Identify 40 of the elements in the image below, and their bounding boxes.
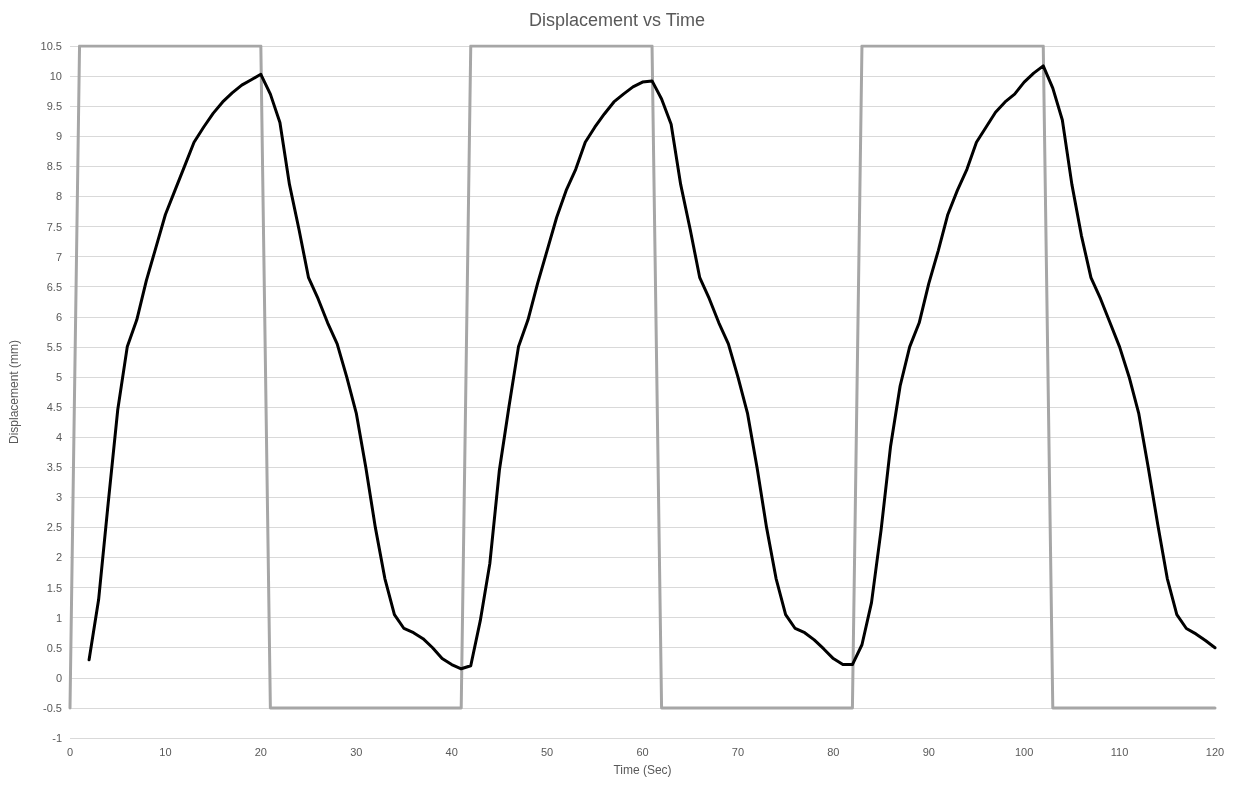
x-tick-label: 80 bbox=[827, 745, 840, 758]
y-tick-label: 6 bbox=[55, 310, 62, 323]
y-tick-label: 8.5 bbox=[46, 160, 62, 173]
chart-title: Displacement vs Time bbox=[528, 10, 706, 30]
x-tick-label: 70 bbox=[731, 745, 745, 758]
y-tick-label: 2.5 bbox=[46, 521, 62, 534]
x-tick-label: 100 bbox=[1014, 745, 1034, 758]
y-tick-label: 10.5 bbox=[40, 40, 62, 52]
y-tick-label: 4.5 bbox=[46, 401, 62, 414]
y-tick-label: 6.5 bbox=[46, 280, 62, 293]
x-tick-label: 120 bbox=[1205, 745, 1225, 758]
y-tick-label: 3.5 bbox=[46, 461, 62, 474]
y-tick-label: 5 bbox=[55, 370, 62, 383]
y-tick-label: -0.5 bbox=[43, 701, 62, 714]
y-tick-label: 10 bbox=[49, 70, 62, 83]
x-tick-label: 110 bbox=[1110, 745, 1129, 758]
x-axis-title: Time (Sec) bbox=[613, 763, 672, 777]
x-tick-label: 20 bbox=[254, 745, 267, 758]
y-tick-label: 2 bbox=[55, 551, 62, 564]
y-tick-label: 1.5 bbox=[46, 581, 62, 594]
y-tick-label: 9 bbox=[55, 130, 62, 143]
y-axis-title: Displacement (mm) bbox=[7, 339, 21, 445]
x-tick-label: 40 bbox=[445, 745, 458, 758]
x-tick-label: 50 bbox=[540, 745, 554, 758]
x-tick-label: 90 bbox=[922, 745, 935, 758]
x-tick-label: 60 bbox=[636, 745, 649, 758]
y-tick-label: 1 bbox=[55, 611, 62, 624]
y-tick-label: 0 bbox=[55, 671, 62, 684]
y-tick-label: 0.5 bbox=[46, 641, 62, 654]
y-tick-label: 7 bbox=[55, 250, 62, 263]
y-tick-label: 8 bbox=[55, 190, 62, 203]
y-tick-label: 9.5 bbox=[46, 100, 62, 113]
y-tick-label: 3 bbox=[55, 491, 62, 504]
y-tick-label: 5.5 bbox=[46, 340, 62, 353]
y-tick-label: 7.5 bbox=[46, 220, 62, 233]
x-tick-label: 10 bbox=[159, 745, 172, 758]
x-tick-label: 30 bbox=[350, 745, 363, 758]
y-tick-label: -1 bbox=[52, 732, 62, 744]
y-tick-label: 4 bbox=[55, 431, 62, 444]
x-tick-label: 0 bbox=[66, 745, 74, 758]
